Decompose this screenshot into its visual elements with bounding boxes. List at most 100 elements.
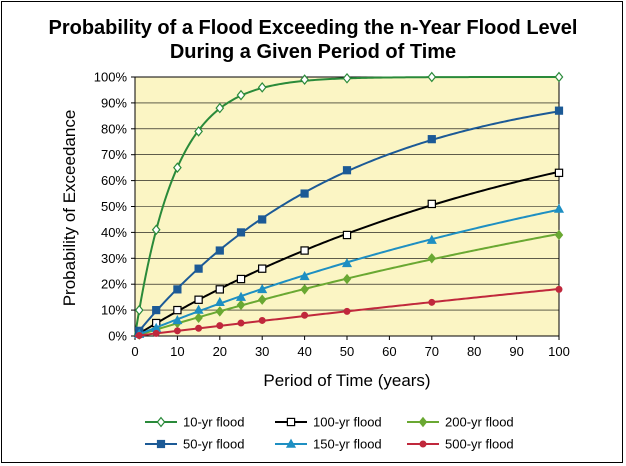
y-tick-label: 0% (108, 329, 127, 344)
data-point (235, 291, 247, 301)
legend-item-50-yr: 50-yr flood (145, 437, 244, 452)
x-tick-label: 90 (509, 344, 523, 359)
data-point (173, 162, 182, 173)
data-point (427, 199, 437, 209)
legend-label: 100-yr flood (313, 415, 382, 430)
data-point (172, 315, 183, 325)
y-tick-label: 50% (101, 199, 127, 214)
legend-marker (418, 416, 428, 428)
data-point (341, 258, 353, 268)
legend-marker (156, 416, 166, 428)
data-point (257, 82, 267, 93)
legend-item-150-yr: 150-yr flood (275, 437, 382, 452)
data-point (194, 264, 203, 273)
x-tick-label: 30 (255, 344, 269, 359)
x-tick-label: 80 (467, 344, 481, 359)
y-axis-label: Probability of Exceedance (60, 110, 79, 307)
data-point (214, 296, 225, 307)
legend-item-200-yr: 200-yr flood (407, 415, 514, 430)
x-tick-label: 10 (170, 344, 184, 359)
data-point (134, 304, 144, 316)
x-axis-ticks: 0 10 20 30 40 50 60 70 80 90 100 (131, 336, 570, 359)
legend-label: 150-yr flood (313, 437, 382, 452)
data-point (237, 319, 245, 327)
legend-label: 50-yr flood (183, 437, 244, 452)
data-point (193, 304, 204, 314)
y-tick-label: 70% (101, 147, 127, 162)
x-tick-label: 100 (548, 344, 570, 359)
data-point (342, 166, 352, 175)
data-point (299, 270, 310, 281)
data-point (215, 306, 225, 317)
series-150-yr (134, 203, 565, 338)
legend-marker (156, 439, 166, 449)
data-point (427, 253, 437, 264)
data-point (236, 274, 246, 284)
y-tick-label: 100% (94, 70, 128, 85)
data-point (215, 246, 224, 255)
data-point (301, 311, 309, 319)
data-point (195, 324, 203, 332)
data-point (257, 294, 267, 305)
data-point (173, 305, 182, 315)
data-point (257, 283, 268, 294)
legend-label: 500-yr flood (445, 437, 514, 452)
data-point (215, 285, 224, 294)
data-point (426, 234, 437, 244)
data-point (135, 331, 143, 339)
legend-marker (286, 417, 296, 427)
data-point (173, 285, 182, 294)
data-point (236, 89, 246, 101)
data-point (236, 228, 246, 237)
series-50-yr (134, 106, 564, 337)
data-point (152, 306, 161, 315)
legend-item-500-yr: 500-yr flood (407, 437, 514, 452)
data-point (216, 322, 224, 330)
data-point (194, 295, 203, 304)
x-tick-label: 20 (213, 344, 227, 359)
data-point (342, 72, 352, 84)
data-point (342, 273, 352, 285)
y-tick-label: 40% (101, 225, 127, 240)
y-tick-label: 20% (101, 277, 127, 292)
data-point (215, 102, 225, 114)
y-tick-label: 10% (101, 303, 127, 318)
legend-label: 200-yr flood (445, 415, 514, 430)
gridlines (135, 102, 559, 311)
data-point (300, 246, 309, 255)
data-point (258, 316, 266, 324)
data-point (300, 189, 309, 198)
data-point (427, 135, 436, 144)
y-tick-label: 60% (101, 173, 127, 188)
data-point (194, 312, 203, 324)
y-tick-label: 80% (101, 121, 127, 136)
legend-item-100-yr: 100-yr flood (275, 415, 382, 430)
data-point (343, 307, 351, 315)
data-point (428, 298, 436, 306)
chart-title-line-2: During a Given Period of Time (170, 41, 456, 63)
x-tick-label: 50 (340, 344, 354, 359)
data-point (555, 285, 563, 293)
data-point (173, 327, 181, 335)
data-point (342, 230, 352, 240)
data-point (554, 71, 564, 83)
legend-marker (285, 438, 297, 448)
x-tick-label: 40 (297, 344, 311, 359)
y-axis-ticks: 0% 10% 20% 30% 40% 50% 60% 70% 80% 90% 100% (94, 70, 135, 344)
legend-marker (419, 440, 427, 448)
data-point (152, 329, 160, 337)
data-point (300, 74, 309, 85)
legend-label: 10-yr flood (183, 415, 244, 430)
x-axis-label: Period of Time (years) (263, 371, 430, 390)
data-point (554, 229, 564, 241)
data-point (236, 299, 246, 311)
data-point (554, 168, 564, 178)
series-500-yr (134, 285, 563, 339)
data-point (258, 215, 267, 224)
data-point (553, 203, 565, 213)
data-point (194, 126, 203, 137)
chart-title-line-1: Probability of a Flood Exceeding the n-Y… (49, 17, 578, 39)
y-tick-label: 30% (101, 251, 127, 266)
